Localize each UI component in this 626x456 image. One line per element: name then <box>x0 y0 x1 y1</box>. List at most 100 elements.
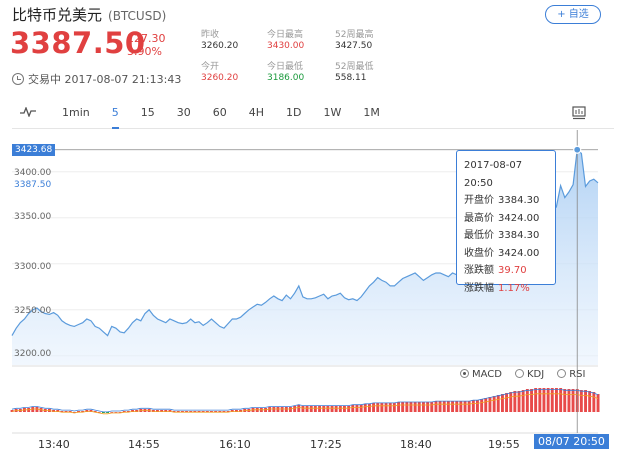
tooltip-row: 涨跌额 39.70 <box>464 265 527 276</box>
macd-bar <box>451 401 454 412</box>
macd-bar <box>210 411 213 412</box>
stat-value: 3430.00 <box>267 41 305 51</box>
macd-bar <box>463 401 467 412</box>
radio-icon <box>514 369 524 378</box>
macd-bar <box>322 406 326 412</box>
tooltip-row: 收盘价 3424.00 <box>464 247 540 259</box>
macd-bar <box>434 401 438 412</box>
macd-bar <box>326 406 330 412</box>
stat-open: 今开 3260.20 <box>201 62 238 84</box>
macd-bar <box>77 411 80 412</box>
macd-bar <box>422 402 425 412</box>
tab-1min[interactable]: 1min <box>62 105 90 119</box>
stat-value: 558.11 <box>335 73 367 83</box>
chart-settings-icon[interactable] <box>572 106 586 120</box>
macd-bar <box>268 407 272 412</box>
tab-1m[interactable]: 1M <box>363 105 380 119</box>
macd-bar <box>459 401 463 412</box>
tab-30[interactable]: 30 <box>176 105 191 119</box>
macd-bar <box>484 398 488 412</box>
y-tick-label: 3350.00 <box>14 212 52 222</box>
macd-bar <box>218 411 222 412</box>
timeshare-icon[interactable] <box>20 107 36 117</box>
indicator-rsi[interactable]: RSI <box>557 368 585 380</box>
macd-bar <box>471 400 475 412</box>
macd-bar <box>284 407 288 412</box>
tab-4h[interactable]: 4H <box>248 105 265 119</box>
current-price: 3387.50 <box>10 26 146 60</box>
macd-bar <box>455 401 459 412</box>
tab-60[interactable]: 60 <box>212 105 227 119</box>
macd-bar <box>297 405 301 412</box>
macd-bar <box>550 388 554 412</box>
x-tick-label: 14:55 <box>128 438 160 451</box>
current-price-label: 3387.50 <box>14 180 52 190</box>
macd-bar <box>31 407 35 412</box>
macd-bar <box>368 404 371 412</box>
macd-bar <box>318 406 321 412</box>
radio-selected-icon <box>460 369 469 378</box>
macd-dif-line <box>11 388 599 413</box>
macd-bar <box>60 411 64 412</box>
macd-bar <box>214 411 218 412</box>
macd-bar <box>579 390 583 412</box>
macd-bar <box>401 402 405 412</box>
macd-bar <box>467 401 471 412</box>
x-tick-label: 17:25 <box>310 438 342 451</box>
macd-bar <box>126 411 130 412</box>
add-to-watchlist-button[interactable]: + 自选 <box>545 5 601 24</box>
stat-label: 52周最低 <box>335 62 374 72</box>
macd-bar <box>442 401 446 412</box>
macd-bar <box>405 402 409 412</box>
stat-label: 昨收 <box>201 30 220 40</box>
macd-bar <box>380 403 384 412</box>
stat-today-high: 今日最高 3430.00 <box>267 30 304 52</box>
tab-5[interactable]: 5 <box>111 105 119 129</box>
macd-bar <box>363 404 367 412</box>
tab-1w[interactable]: 1W <box>323 105 342 119</box>
stat-label: 52周最高 <box>335 30 374 40</box>
macd-bar <box>118 412 122 413</box>
macd-bar <box>559 388 563 412</box>
macd-bar <box>492 396 496 412</box>
macd-bar <box>168 410 172 412</box>
macd-bar <box>305 406 309 412</box>
instrument-title: 比特币兑美元 (BTCUSD) <box>12 4 166 25</box>
macd-bar <box>513 391 517 412</box>
indicator-macd[interactable]: MACD <box>460 368 502 380</box>
macd-bar <box>343 406 346 412</box>
tooltip-row: 最高价 3424.00 <box>464 212 540 224</box>
macd-bar <box>226 411 230 412</box>
macd-bar <box>505 393 508 412</box>
macd-bar <box>301 406 305 412</box>
crosshair-y-badge: 3423.68 <box>12 144 56 156</box>
change-amount: 127.30 <box>127 32 166 45</box>
tab-1d[interactable]: 1D <box>286 105 302 119</box>
instrument-name: 比特币兑美元 <box>12 6 103 24</box>
x-tick-label: 19:55 <box>488 438 520 451</box>
macd-bar <box>102 412 105 413</box>
macd-histogram <box>10 388 600 413</box>
macd-bar <box>488 397 492 412</box>
macd-bar <box>571 389 575 412</box>
x-tick-label: 16:10 <box>219 438 251 451</box>
macd-bar <box>309 406 313 412</box>
radio-icon <box>557 369 567 378</box>
macd-bar <box>426 402 430 412</box>
stat-52w-high: 52周最高 3427.50 <box>335 30 373 52</box>
indicator-kdj[interactable]: KDJ <box>514 368 544 380</box>
tab-15[interactable]: 15 <box>140 105 155 119</box>
macd-bar <box>596 394 600 412</box>
macd-bar <box>293 406 297 412</box>
macd-bar <box>334 406 338 412</box>
macd-bar <box>201 411 205 412</box>
indicator-selector: MACD KDJ RSI <box>460 368 585 380</box>
macd-bar <box>289 407 292 412</box>
y-tick-label: 3300.00 <box>14 262 52 272</box>
macd-bar <box>176 411 180 412</box>
macd-bar <box>555 388 558 412</box>
macd-bar <box>172 411 176 412</box>
x-tick-label: 13:40 <box>38 438 70 451</box>
tooltip-row: 最低价 3384.30 <box>464 230 540 241</box>
macd-bar <box>114 412 118 413</box>
